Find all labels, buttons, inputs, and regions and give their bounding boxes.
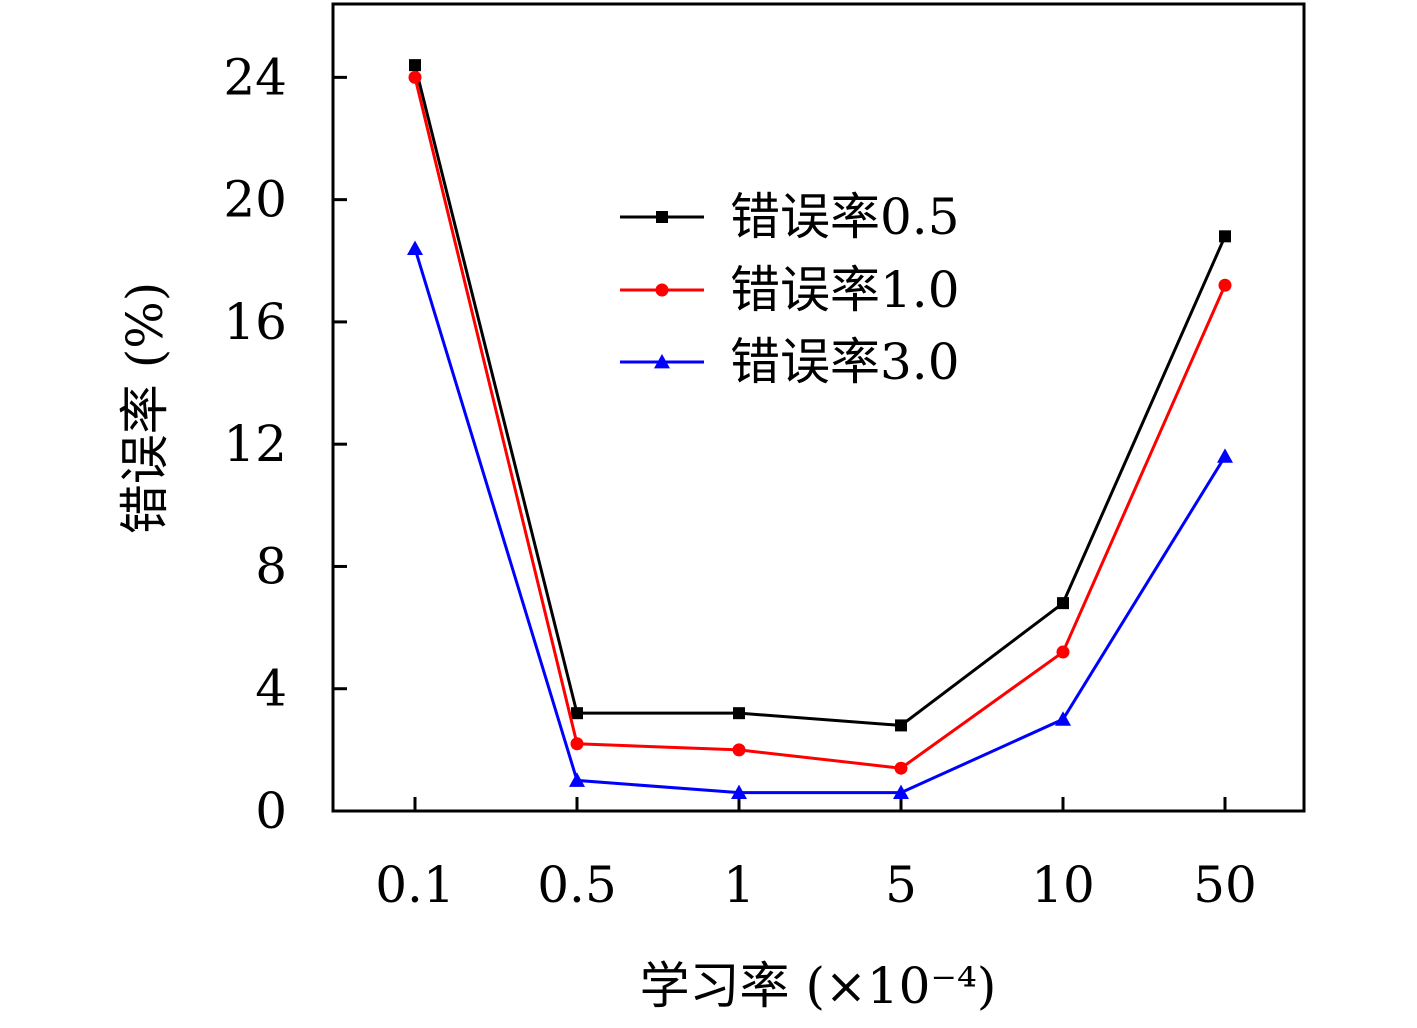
series-line [413,64,1227,727]
legend: 错误率0.5 错误率1.0 错误率3.0 [620,188,960,391]
x-tick-label: 50 [1193,856,1257,914]
axis-ticks: 0 4 8 12 16 20 24 0.1 0.5 1 5 10 50 [223,48,1256,914]
data-point-circle [655,283,669,297]
series-3 [407,240,1233,800]
data-point-square [895,719,907,732]
data-point-circle [894,761,908,775]
data-point-square [1219,230,1231,243]
data-point-circle [408,70,422,84]
y-tick-label: 20 [223,171,287,229]
data-point-triangle [1217,448,1233,463]
data-point-circle [570,737,584,751]
data-point-square [1057,597,1069,610]
y-axis-title: 错误率 (%) [116,282,174,534]
x-tick-label: 10 [1031,856,1095,914]
plot-frame [331,2,1306,813]
data-point-square [409,59,421,72]
data-point-square [571,707,583,720]
legend-label: 错误率1.0 [730,261,960,319]
y-tick-label: 0 [255,782,287,840]
y-tick-label: 16 [223,293,287,351]
data-point-circle [1218,278,1232,292]
data-point-circle [732,743,746,757]
data-point-square [733,707,745,720]
series-2 [408,70,1232,775]
y-tick-label: 4 [255,660,287,718]
data-point-square [656,211,668,223]
legend-item: 错误率0.5 [620,188,960,246]
legend-item: 错误率3.0 [620,333,960,391]
y-tick-label: 8 [255,537,287,595]
data-point-triangle [569,772,585,787]
data-point-triangle [407,240,423,255]
data-point-triangle [1055,711,1071,726]
legend-label: 错误率3.0 [730,333,960,391]
legend-item: 错误率1.0 [620,261,960,319]
x-tick-label: 0.5 [537,856,617,914]
series-layer [407,59,1233,800]
data-point-triangle [731,784,747,800]
x-tick-label: 0.1 [375,856,455,914]
data-point-triangle [654,354,670,369]
y-tick-label: 24 [223,48,287,106]
data-point-triangle [893,784,909,800]
series-1 [409,59,1231,732]
legend-label: 错误率0.5 [730,188,960,246]
x-tick-label: 1 [723,856,755,914]
y-tick-label: 12 [223,415,287,473]
x-tick-label: 5 [885,856,917,914]
series-line [413,248,1227,795]
data-point-circle [1056,645,1070,659]
series-line [413,77,1227,770]
x-axis-title: 学习率 (×10⁻⁴) [640,957,997,1015]
